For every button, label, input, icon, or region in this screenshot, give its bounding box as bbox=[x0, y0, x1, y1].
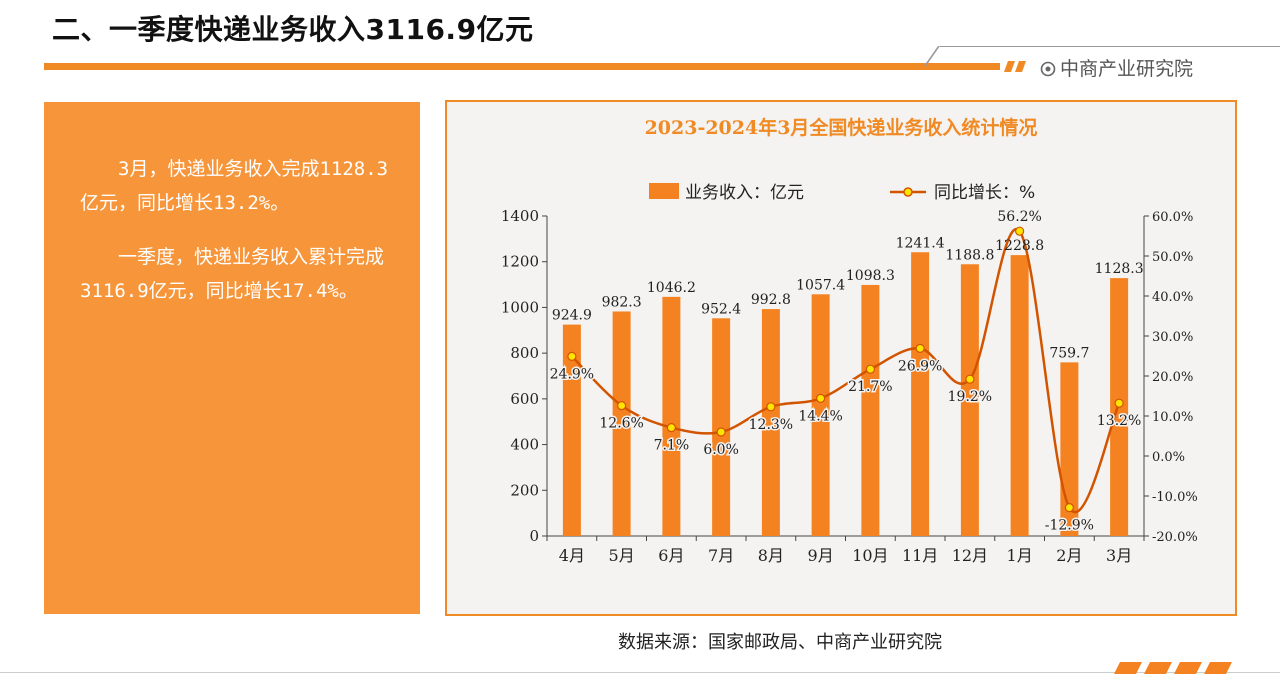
growth-point bbox=[766, 402, 776, 412]
bar-value-label: 1228.8 bbox=[995, 238, 1044, 254]
y-right-tick-label: 20.0% bbox=[1152, 370, 1193, 385]
bar-value-label: 1188.8 bbox=[945, 247, 994, 263]
legend-line-marker bbox=[903, 187, 913, 197]
y-left-tick-label: 1000 bbox=[501, 298, 539, 316]
page-title: 二、一季度快递业务收入3116.9亿元 bbox=[52, 13, 534, 46]
y-left-tick-label: 1400 bbox=[501, 207, 539, 225]
bar-value-label: 982.3 bbox=[602, 294, 642, 310]
bar-revenue bbox=[612, 311, 631, 536]
header-accent-bar bbox=[44, 63, 1000, 70]
legend-line-label: 同比增长：% bbox=[934, 183, 1035, 203]
bar-value-label: 1057.4 bbox=[796, 277, 845, 293]
growth-value-label: 7.1% bbox=[654, 438, 690, 454]
bar-revenue bbox=[811, 294, 830, 536]
y-right-tick-label: 60.0% bbox=[1152, 210, 1193, 225]
growth-point bbox=[716, 427, 726, 437]
bar-value-label: 1241.4 bbox=[896, 235, 945, 251]
growth-value-label: -12.9% bbox=[1045, 518, 1094, 534]
y-right-tick-label: 30.0% bbox=[1152, 330, 1193, 345]
y-left-tick-label: 0 bbox=[529, 527, 539, 545]
bar-revenue bbox=[761, 309, 780, 536]
brand-text: 中商产业研究院 bbox=[1060, 58, 1194, 80]
x-tick-label: 9月 bbox=[808, 546, 834, 565]
y-left-tick-label: 1200 bbox=[501, 253, 539, 271]
y-right-tick-label: 50.0% bbox=[1152, 250, 1193, 265]
bar-value-label: 992.8 bbox=[751, 292, 791, 308]
y-left-tick-label: 400 bbox=[510, 436, 539, 454]
bar-value-label: 1128.3 bbox=[1095, 261, 1144, 277]
summary-paragraph-quarter: 一季度，快递业务收入累计完成3116.9亿元，同比增长17.4%。 bbox=[80, 246, 385, 302]
growth-value-label: 26.9% bbox=[898, 358, 942, 374]
growth-value-label: 21.7% bbox=[848, 379, 892, 395]
x-tick-label: 8月 bbox=[758, 546, 784, 565]
growth-point bbox=[1114, 398, 1124, 408]
chart-title: 2023-2024年3月全国快递业务收入统计情况 bbox=[645, 116, 1038, 139]
growth-value-label: 6.0% bbox=[703, 442, 739, 458]
legend-bar-swatch bbox=[649, 183, 679, 199]
growth-point bbox=[816, 393, 826, 403]
legend-bar-label: 业务收入：亿元 bbox=[685, 183, 804, 203]
growth-point bbox=[666, 423, 676, 433]
brand-label: 中商产业研究院 bbox=[1040, 54, 1193, 81]
y-right-tick-label: -20.0% bbox=[1152, 530, 1198, 545]
x-tick-label: 1月 bbox=[1007, 546, 1033, 565]
x-tick-label: 11月 bbox=[902, 546, 938, 565]
x-tick-label: 4月 bbox=[559, 546, 585, 565]
y-right-tick-label: 0.0% bbox=[1152, 450, 1185, 465]
footer-line bbox=[0, 672, 1280, 673]
growth-point bbox=[965, 374, 975, 384]
brand-logo-icon bbox=[1040, 61, 1056, 77]
y-right-tick-label: 40.0% bbox=[1152, 290, 1193, 305]
x-tick-label: 2月 bbox=[1056, 546, 1082, 565]
growth-value-label: 19.2% bbox=[948, 389, 992, 405]
bar-revenue bbox=[662, 296, 681, 536]
growth-value-label: 12.3% bbox=[749, 417, 793, 433]
bar-value-label: 952.4 bbox=[701, 301, 741, 317]
y-left-tick-label: 200 bbox=[510, 481, 539, 499]
bar-value-label: 1098.3 bbox=[846, 268, 895, 284]
header-divider-line bbox=[940, 46, 1280, 47]
x-tick-label: 7月 bbox=[708, 546, 734, 565]
growth-point bbox=[617, 401, 627, 411]
growth-value-label: 14.4% bbox=[798, 408, 842, 424]
summary-paragraph-march: 3月，快递业务收入完成1128.3亿元，同比增长13.2%。 bbox=[80, 158, 389, 214]
bar-revenue bbox=[911, 252, 930, 536]
growth-value-label: 12.6% bbox=[599, 416, 643, 432]
summary-panel: 3月，快递业务收入完成1128.3亿元，同比增长13.2%。 一季度，快递业务收… bbox=[44, 102, 420, 614]
y-left-tick-label: 600 bbox=[510, 390, 539, 408]
y-left-tick-label: 800 bbox=[510, 344, 539, 362]
bar-revenue bbox=[861, 284, 880, 536]
bar-value-label: 1046.2 bbox=[647, 280, 696, 296]
growth-point bbox=[1064, 503, 1074, 513]
x-tick-label: 12月 bbox=[952, 546, 988, 565]
x-tick-label: 5月 bbox=[609, 546, 635, 565]
y-right-tick-label: -10.0% bbox=[1152, 490, 1198, 505]
growth-point bbox=[865, 364, 875, 374]
x-tick-label: 6月 bbox=[658, 546, 684, 565]
bar-value-label: 924.9 bbox=[552, 308, 592, 324]
growth-value-label: 56.2% bbox=[997, 209, 1041, 225]
growth-value-label: 13.2% bbox=[1097, 413, 1141, 429]
data-source: 数据来源：国家邮政局、中商产业研究院 bbox=[618, 632, 942, 653]
x-tick-label: 3月 bbox=[1106, 546, 1132, 565]
x-tick-label: 10月 bbox=[852, 546, 888, 565]
bar-revenue bbox=[562, 324, 581, 536]
growth-point bbox=[915, 343, 925, 353]
bar-revenue bbox=[960, 264, 979, 536]
bar-revenue bbox=[1010, 255, 1029, 537]
growth-value-label: 24.9% bbox=[550, 366, 594, 382]
growth-point bbox=[1015, 226, 1025, 236]
y-right-tick-label: 10.0% bbox=[1152, 410, 1193, 425]
accent-stripes-icon bbox=[1004, 61, 1026, 72]
chart-frame: 2023-2024年3月全国快递业务收入统计情况业务收入：亿元 同比增长：% 0 20… bbox=[445, 100, 1237, 616]
bar-revenue bbox=[712, 318, 731, 536]
footer-stripes-icon bbox=[1114, 662, 1232, 674]
growth-point bbox=[567, 351, 577, 361]
bar-value-label: 759.7 bbox=[1049, 345, 1089, 361]
